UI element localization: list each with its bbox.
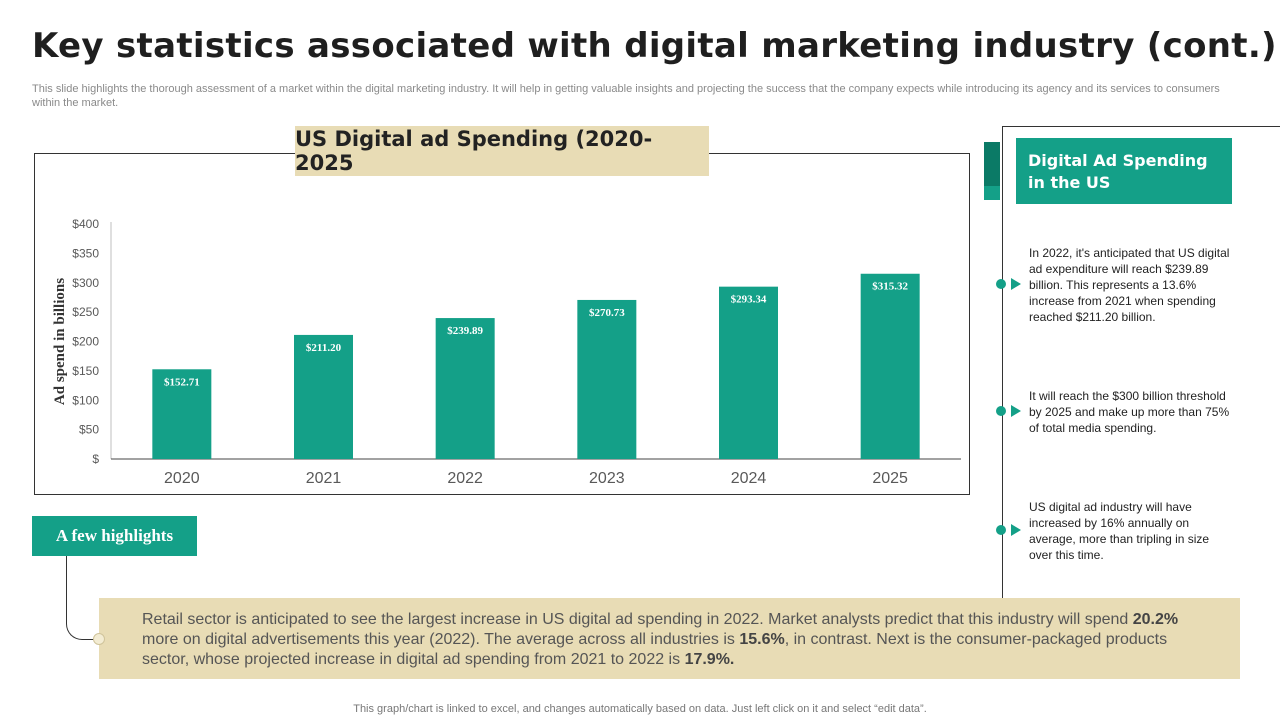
- highlights-text-2: more on digital advertisements this year…: [142, 631, 740, 648]
- highlights-connector: [66, 556, 102, 640]
- highlights-text-1: Retail sector is anticipated to see the …: [142, 611, 1133, 628]
- bullet-marker-icon: [996, 405, 1026, 417]
- highlights-bold-2: 15.6%: [739, 631, 785, 648]
- y-tick-label: $50: [79, 423, 99, 437]
- bullet-marker-icon: [996, 524, 1026, 536]
- highlights-label: A few highlights: [32, 516, 197, 556]
- highlights-box: Retail sector is anticipated to see the …: [99, 598, 1240, 679]
- connector-dot-icon: [93, 633, 105, 645]
- bar-2021: [294, 334, 353, 459]
- data-label-2022: $239.89: [447, 325, 483, 337]
- bar-2020: [152, 369, 212, 459]
- page-title: Key statistics associated with digital m…: [32, 26, 1277, 66]
- bar-2024: [719, 286, 778, 459]
- y-tick-label: $: [92, 452, 99, 466]
- y-tick-label: $350: [72, 246, 99, 260]
- y-axis-title: Ad spend in billions: [52, 278, 68, 405]
- x-tick-label: 2025: [872, 470, 908, 487]
- data-label-2020: $152.71: [164, 376, 200, 388]
- x-tick-label: 2023: [589, 470, 625, 487]
- x-tick-label: 2020: [164, 470, 200, 487]
- y-tick-label: $100: [72, 393, 99, 407]
- y-tick-label: $300: [72, 276, 99, 290]
- highlights-bold-1: 20.2%: [1132, 611, 1179, 628]
- y-tick-label: $200: [72, 335, 99, 349]
- panel-accent-bar-light: [984, 186, 1000, 200]
- right-panel-header: Digital Ad Spending in the US: [1016, 138, 1232, 204]
- panel-accent-bar: [984, 142, 1000, 186]
- y-tick-label: $250: [72, 305, 99, 319]
- x-tick-label: 2022: [447, 470, 483, 487]
- bar-chart: $ $50 $100 $150 $200 $250 $300 $350 $400 Ad spend…: [52, 217, 961, 487]
- data-label-2024: $293.34: [731, 294, 767, 306]
- right-panel-item-2: It will reach the $300 billion threshold…: [1029, 389, 1230, 435]
- highlights-text-3: , in contrast. Next is the consumer-pack…: [142, 631, 1168, 668]
- x-tick-label: 2024: [731, 470, 767, 487]
- data-label-2021: $211.20: [306, 342, 342, 354]
- bar-2022: [435, 318, 495, 459]
- chart-frame: $ $50 $100 $150 $200 $250 $300 $350 $400 Ad spend…: [34, 153, 970, 495]
- chart-title: US Digital ad Spending (2020-2025: [295, 126, 709, 176]
- y-tick-label: $150: [72, 364, 99, 378]
- right-panel: [1002, 126, 1280, 606]
- right-panel-item-1: In 2022, it's anticipated that US digita…: [1029, 246, 1230, 324]
- data-label-2025: $315.32: [872, 281, 908, 293]
- highlights-bold-3: 17.9%.: [684, 651, 735, 668]
- right-panel-item-3: US digital ad industry will have increas…: [1029, 500, 1210, 562]
- data-label-2023: $270.73: [589, 307, 625, 319]
- bar-2023: [577, 299, 637, 459]
- y-tick-label: $400: [72, 217, 99, 231]
- bar-2025: [860, 273, 920, 459]
- footer-note: This graph/chart is linked to excel, and…: [353, 703, 927, 715]
- x-tick-label: 2021: [306, 470, 342, 487]
- bullet-marker-icon: [996, 278, 1026, 290]
- page-subtitle: This slide highlights the thorough asses…: [32, 83, 1220, 109]
